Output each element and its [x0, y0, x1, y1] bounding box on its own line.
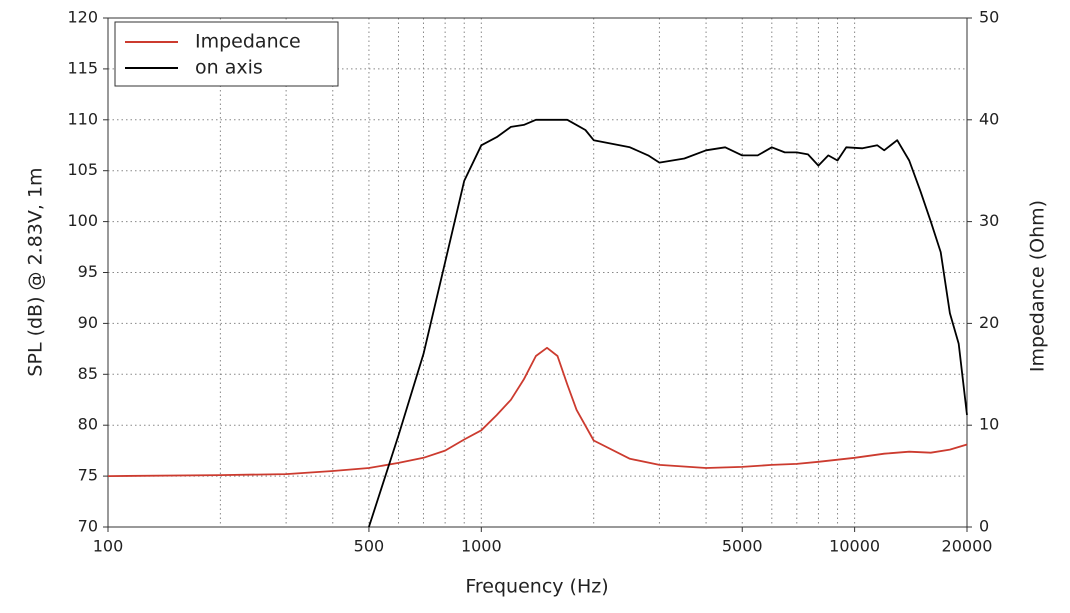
y-tick-label: 90 — [78, 313, 98, 332]
x-tick-label: 1000 — [461, 537, 502, 556]
y2-tick-label: 20 — [979, 313, 999, 332]
x-tick-label: 10000 — [829, 537, 880, 556]
x-axis-label: Frequency (Hz) — [465, 576, 608, 598]
legend-box — [114, 21, 339, 87]
series-line — [107, 346, 968, 477]
x-tick-label: 100 — [93, 537, 124, 556]
y2-axis-label: Impedance (Ohm) — [1027, 200, 1049, 372]
y-tick-label: 110 — [67, 109, 98, 128]
plot-frame — [107, 17, 968, 528]
x-tick-label: 20000 — [942, 537, 993, 556]
legend-label: on axis — [195, 57, 263, 79]
y-tick-label: 85 — [78, 364, 98, 383]
y-tick-label: 75 — [78, 466, 98, 485]
y2-tick-label: 30 — [979, 211, 999, 230]
y-axis-label: SPL (dB) @ 2.83V, 1m — [25, 167, 47, 376]
series-line — [368, 118, 968, 528]
y-tick-label: 115 — [67, 58, 98, 77]
y-tick-label: 95 — [78, 262, 98, 281]
y-tick-label: 105 — [67, 160, 98, 179]
x-tick-label: 5000 — [722, 537, 763, 556]
legend-label: Impedance — [195, 31, 301, 53]
y2-tick-label: 0 — [979, 517, 989, 536]
y-tick-label: 120 — [67, 8, 98, 27]
y-tick-label: 80 — [78, 415, 98, 434]
x-tick-label: 500 — [354, 537, 385, 556]
y2-tick-label: 10 — [979, 415, 999, 434]
y2-tick-label: 40 — [979, 109, 999, 128]
y-tick-label: 100 — [67, 211, 98, 230]
y-tick-label: 70 — [78, 517, 98, 536]
y2-tick-label: 50 — [979, 8, 999, 27]
